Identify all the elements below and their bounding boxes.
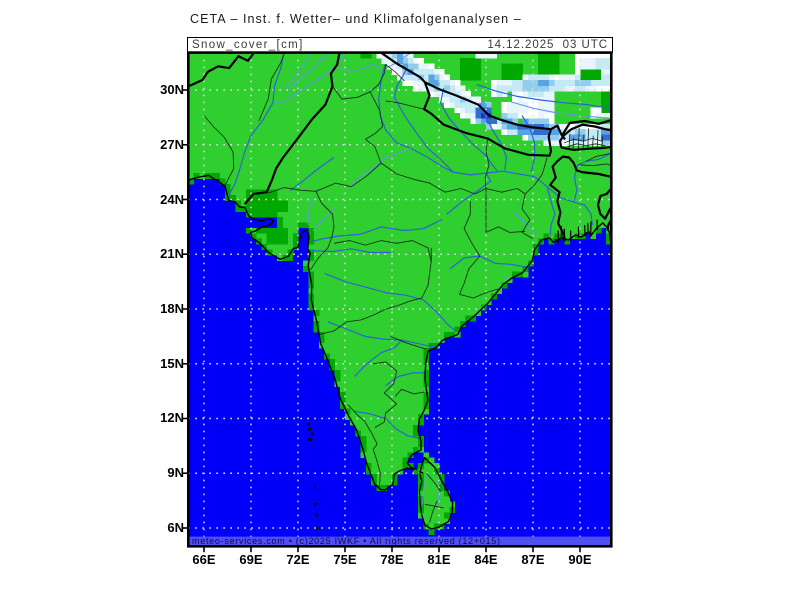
- lat-label-27N: 27N: [160, 137, 184, 152]
- variable-label: Snow_cover_[cm]: [192, 39, 304, 51]
- lat-label-24N: 24N: [160, 192, 184, 207]
- lon-label-81E: 81E: [427, 552, 451, 567]
- lon-label-87E: 87E: [521, 552, 545, 567]
- lat-label-18N: 18N: [160, 301, 184, 316]
- page-title: CETA – Inst. f. Wetter– und Klimafolgena…: [190, 12, 522, 26]
- lon-label-90E: 90E: [568, 552, 592, 567]
- lon-label-75E: 75E: [333, 552, 357, 567]
- lon-label-66E: 66E: [192, 552, 216, 567]
- lat-label-21N: 21N: [160, 246, 184, 261]
- island-dots: [306, 422, 424, 543]
- lat-label-30N: 30N: [160, 82, 184, 97]
- lon-label-69E: 69E: [239, 552, 263, 567]
- copyright-bar: [189, 536, 611, 546]
- lat-label-12N: 12N: [160, 410, 184, 425]
- state-borders: [203, 52, 612, 523]
- lat-label-15N: 15N: [160, 356, 184, 371]
- copyright-text: meteo-services.com • (c)2025 IWKF • All …: [192, 536, 501, 546]
- lat-label-9N: 9N: [167, 465, 184, 480]
- lon-label-78E: 78E: [380, 552, 404, 567]
- graticule-gridlines: [188, 52, 612, 547]
- coastline: [188, 174, 612, 530]
- header-bar: Snow_cover_[cm] 14.12.2025 03 UTC: [187, 37, 613, 53]
- country-borders: [188, 52, 612, 241]
- lat-label-6N: 6N: [167, 520, 184, 535]
- map-frame: [187, 51, 613, 548]
- lon-label-84E: 84E: [474, 552, 498, 567]
- lon-label-72E: 72E: [286, 552, 310, 567]
- rivers: [226, 52, 612, 510]
- valid-time-label: 14.12.2025 03 UTC: [487, 39, 608, 51]
